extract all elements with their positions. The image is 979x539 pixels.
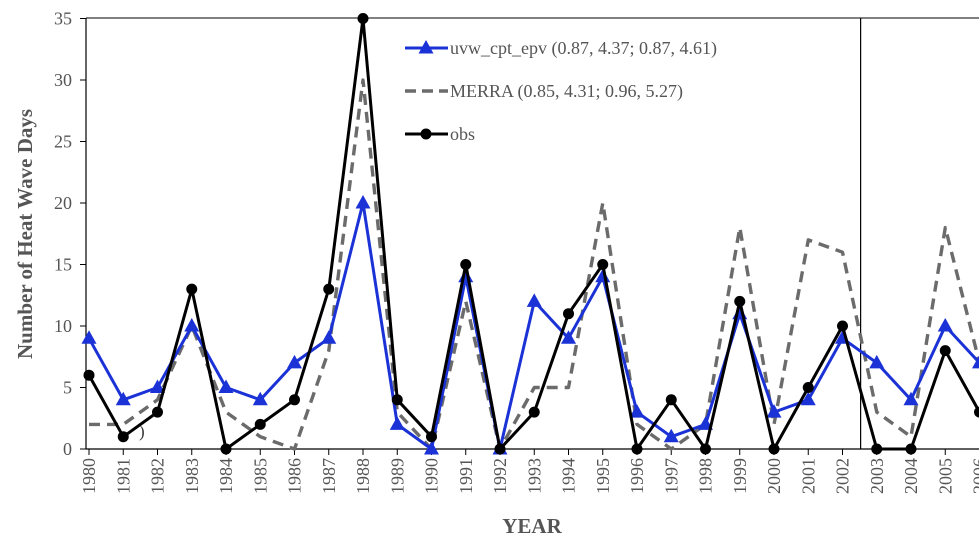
x-tick-label: 1982 [148, 458, 168, 494]
data-point [597, 259, 609, 270]
legend-label: uvw_cpt_epv (0.87, 4.37; 0.87, 4.61) [450, 38, 717, 59]
x-tick-label: 2001 [798, 458, 818, 494]
data-point [972, 355, 979, 369]
data-point [460, 259, 472, 270]
y-axis-title: Number of Heat Wave Days [13, 109, 37, 359]
y-tick-label: 0 [63, 439, 72, 459]
y-tick-label: 30 [54, 70, 72, 90]
data-point [152, 406, 163, 418]
data-point [321, 330, 337, 344]
data-point [323, 283, 335, 295]
data-point [734, 295, 746, 307]
data-point [220, 443, 232, 455]
legend-swatch-marker [420, 128, 432, 140]
data-point [426, 431, 437, 443]
x-tick-label: 1995 [593, 458, 613, 494]
x-tick-label: 1985 [250, 458, 270, 494]
y-tick-label: 5 [63, 378, 72, 398]
x-tick-label: 2005 [935, 458, 955, 494]
x-axis-title: YEAR [502, 514, 562, 538]
x-tick-label: 2000 [764, 458, 784, 494]
x-tick-label: 1988 [353, 458, 373, 494]
y-ticks: 0 5 10 15 20 25 30 35 [54, 9, 86, 459]
series-layer [81, 13, 979, 455]
y-tick-label: 20 [54, 193, 72, 213]
data-point [252, 391, 268, 406]
data-point [800, 391, 816, 406]
x-ticks: 1980 1981 1982 1983 1984 1985 1986 1987 1988 1989… [79, 449, 979, 494]
data-point [939, 345, 951, 357]
data-point [389, 416, 405, 430]
x-tick-label: 1990 [422, 458, 442, 494]
legend-swatch-marker [418, 40, 434, 54]
data-point [837, 320, 848, 332]
x-tick-label: 1986 [285, 458, 305, 494]
x-tick-label: 2003 [867, 458, 887, 494]
data-point [287, 354, 302, 369]
x-tick-label: 1997 [661, 458, 681, 494]
data-point [186, 283, 198, 295]
y-tick-label: 10 [54, 316, 72, 336]
legend-label: obs [450, 124, 475, 144]
x-tick-label: 1991 [456, 458, 476, 494]
data-point [937, 318, 953, 332]
data-point [665, 394, 677, 406]
data-point [150, 379, 165, 393]
data-point [289, 394, 300, 406]
data-point [766, 404, 782, 418]
data-point [528, 406, 540, 418]
data-point [355, 195, 371, 209]
data-point [526, 293, 542, 307]
x-tick-label: 1980 [79, 458, 99, 494]
legend-label: MERRA (0.85, 4.31; 0.96, 5.27) [450, 81, 683, 102]
data-point [254, 418, 266, 430]
data-point [391, 394, 403, 406]
data-point [869, 354, 885, 369]
data-point [563, 308, 574, 320]
x-tick-label: 2004 [901, 458, 921, 494]
data-point [663, 428, 679, 443]
data-point [117, 431, 129, 443]
data-point [424, 441, 439, 455]
x-tick-label: 1981 [113, 458, 133, 494]
x-tick-label: 2006 [970, 458, 979, 494]
data-point [768, 443, 780, 455]
x-tick-label: 1999 [730, 458, 750, 494]
x-tick-label: 1989 [387, 458, 407, 494]
x-tick-label: 1996 [627, 458, 647, 494]
data-point [218, 379, 234, 393]
series-line [89, 78, 979, 451]
data-point [83, 369, 95, 381]
x-tick-label: 1984 [216, 458, 236, 494]
x-tick-label: 2002 [833, 458, 853, 494]
data-point [184, 318, 200, 332]
data-point [115, 391, 131, 406]
x-tick-label: 1992 [490, 458, 510, 494]
x-tick-label: 1983 [182, 458, 202, 494]
data-point [629, 404, 645, 418]
x-tick-label: 1994 [559, 458, 579, 494]
stray-mark: ) [139, 422, 145, 441]
data-point [802, 382, 814, 393]
data-point [700, 443, 711, 455]
y-tick-label: 15 [54, 255, 72, 275]
x-tick-label: 1993 [524, 458, 544, 494]
data-point [631, 443, 643, 455]
x-tick-label: 1987 [319, 458, 339, 494]
legend: uvw_cpt_epv (0.87, 4.37; 0.87, 4.61) MERR… [405, 38, 717, 144]
data-point [905, 443, 917, 455]
y-tick-label: 25 [54, 132, 72, 152]
data-point [357, 13, 369, 24]
data-point [974, 406, 979, 418]
data-point [81, 330, 97, 344]
data-point [561, 330, 576, 344]
x-tick-label: 1998 [696, 458, 716, 494]
data-point [494, 443, 506, 455]
data-point [871, 443, 883, 455]
y-tick-label: 35 [54, 9, 72, 29]
data-point [903, 391, 919, 406]
